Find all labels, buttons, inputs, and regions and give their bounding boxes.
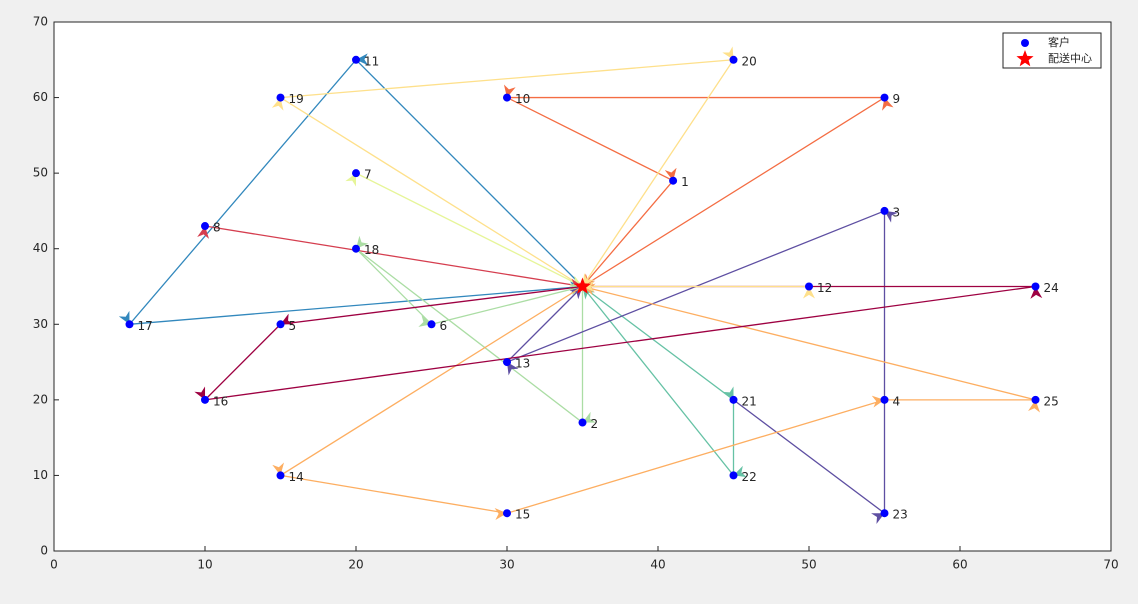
customer-point: [352, 55, 360, 64]
x-tick-label: 10: [197, 558, 212, 572]
legend-label: 配送中心: [1048, 51, 1092, 65]
customer-point: [201, 395, 209, 404]
point-label: 5: [289, 319, 297, 333]
customer-point: [880, 509, 889, 518]
y-tick-label: 70: [33, 15, 48, 29]
x-tick-label: 70: [1103, 558, 1118, 572]
x-tick-label: 60: [952, 558, 967, 572]
customer-point: [352, 169, 360, 178]
point-label: 16: [213, 394, 228, 408]
y-tick-label: 20: [33, 392, 48, 406]
point-label: 18: [364, 243, 379, 257]
customer-point: [503, 509, 511, 518]
point-label: 23: [893, 508, 908, 522]
x-tick-label: 30: [499, 558, 514, 572]
customer-point: [503, 93, 511, 102]
customer-point: [880, 206, 889, 215]
point-label: 24: [1044, 281, 1059, 295]
customer-point: [125, 320, 134, 329]
customer-point: [1031, 395, 1040, 404]
point-label: 25: [1044, 394, 1059, 408]
customer-point: [729, 395, 738, 404]
customer-point: [880, 395, 889, 404]
point-label: 14: [289, 470, 304, 484]
point-label: 8: [213, 221, 221, 235]
y-tick-label: 40: [33, 241, 48, 255]
y-tick-label: 30: [33, 317, 48, 331]
customer-point: [729, 55, 738, 64]
customer-point: [427, 320, 436, 329]
legend-marker: [1021, 39, 1029, 47]
x-tick-label: 20: [348, 558, 363, 572]
point-label: 7: [364, 168, 372, 182]
customer-point: [729, 471, 738, 480]
x-tick-label: 40: [650, 558, 665, 572]
customer-point: [578, 418, 587, 427]
customer-point: [201, 222, 209, 231]
x-tick-label: 0: [50, 558, 58, 572]
customer-point: [276, 320, 285, 329]
point-label: 11: [364, 54, 379, 68]
legend-box: [1002, 32, 1102, 69]
y-tick-label: 0: [40, 544, 48, 558]
customer-point: [880, 93, 889, 102]
y-tick-label: 60: [33, 90, 48, 104]
point-label: 19: [289, 92, 304, 106]
legend-marker: [1016, 50, 1034, 67]
axes-box: [53, 21, 1112, 552]
customer-point: [805, 282, 813, 291]
customer-point: [276, 93, 285, 102]
customer-point: [352, 244, 360, 253]
y-tick-label: 50: [33, 166, 48, 180]
customer-point: [276, 471, 285, 480]
point-label: 6: [440, 319, 448, 333]
point-label: 22: [742, 470, 757, 484]
point-label: 21: [742, 394, 757, 408]
point-label: 1: [681, 175, 689, 189]
point-label: 17: [138, 319, 153, 333]
point-label: 13: [515, 357, 530, 371]
point-label: 9: [893, 92, 901, 106]
customer-point: [1031, 282, 1040, 291]
point-label: 10: [515, 92, 530, 106]
x-tick-label: 50: [801, 558, 816, 572]
point-label: 4: [893, 394, 901, 408]
point-label: 15: [515, 508, 530, 522]
point-label: 2: [591, 417, 599, 431]
customer-point: [669, 176, 678, 185]
point-label: 3: [893, 205, 901, 219]
legend-label: 客户: [1048, 35, 1070, 49]
point-label: 12: [817, 281, 832, 295]
y-tick-label: 10: [33, 468, 48, 482]
depot-marker: [573, 277, 592, 294]
point-label: 20: [742, 54, 757, 68]
customer-point: [503, 358, 511, 367]
